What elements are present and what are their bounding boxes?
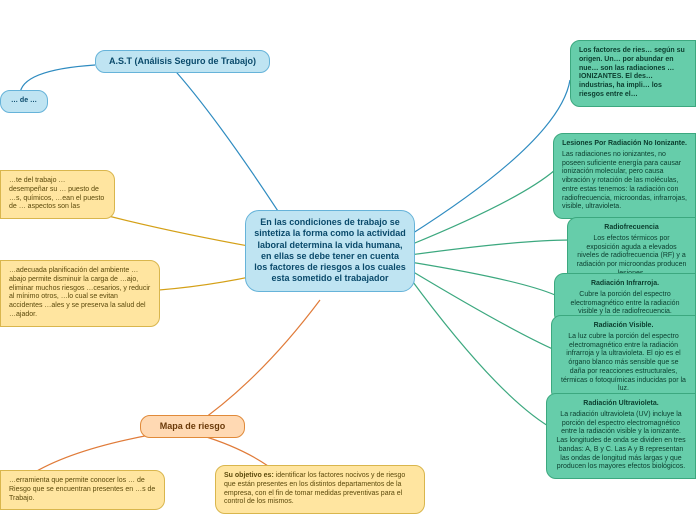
mindmap-canvas: { "central": "En las condiciones de trab…: [0, 0, 696, 520]
green-radiofrecuencia-title: Radiofrecuencia: [576, 224, 687, 233]
mapa-left[interactable]: …erramienta que permite conocer los … de…: [0, 470, 165, 510]
green-lesiones-body: Las radiaciones no ionizantes, no poseen…: [562, 151, 687, 211]
green-lesiones[interactable]: Lesiones Por Radiación No Ionizante. Las…: [553, 133, 696, 219]
green-intro[interactable]: Los factores de ries… según su origen. U…: [570, 40, 696, 107]
mapa-right[interactable]: Su objetivo es: identificar los factores…: [215, 465, 425, 514]
green-ultravioleta-body: La radiación ultravioleta (UV) incluye l…: [556, 411, 685, 471]
green-visible-body: La luz cubre la porción del espectro ele…: [561, 333, 686, 393]
green-infrarroja-title: Radiación Infrarroja.: [563, 280, 687, 289]
ast-branch[interactable]: A.S.T (Análisis Seguro de Trabajo): [95, 50, 270, 73]
mapa-branch[interactable]: Mapa de riesgo: [140, 415, 245, 438]
green-infrarroja-body: Cubre la porción del espectro electromag…: [571, 291, 680, 316]
central-node[interactable]: En las condiciones de trabajo se sinteti…: [245, 210, 415, 292]
mapa-right-title: Su objetivo es:: [224, 472, 276, 479]
green-visible-title: Radiación Visible.: [560, 322, 687, 331]
green-lesiones-title: Lesiones Por Radiación No Ionizante.: [562, 140, 687, 149]
green-ultravioleta[interactable]: Radiación Ultravioleta. La radiación ult…: [546, 393, 696, 479]
ast-sub[interactable]: … de …: [0, 90, 48, 113]
yellow-note-2[interactable]: …adecuada planificación del ambiente …ab…: [0, 260, 160, 327]
yellow-note-1[interactable]: …te del trabajo … desempeñar su … puesto…: [0, 170, 115, 219]
green-ultravioleta-title: Radiación Ultravioleta.: [555, 400, 687, 409]
green-visible[interactable]: Radiación Visible. La luz cubre la porci…: [551, 315, 696, 401]
green-radiofrecuencia-body: Los efectos térmicos por exposición agud…: [577, 235, 687, 277]
